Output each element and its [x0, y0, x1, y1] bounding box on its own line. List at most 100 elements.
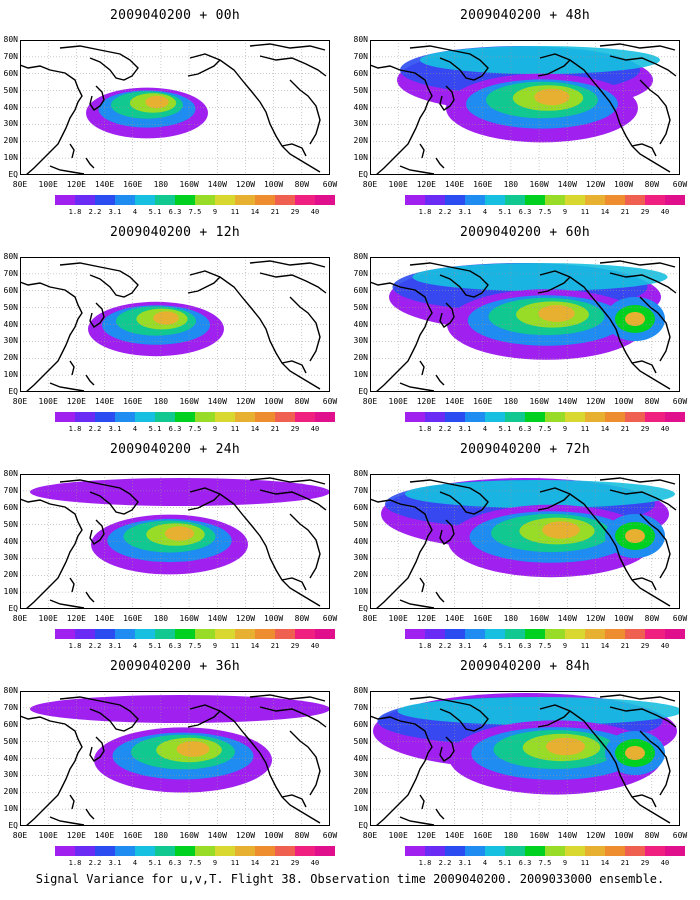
colorbar-swatch	[215, 412, 235, 422]
longitude-label: 140W	[207, 397, 227, 406]
panel-title: 2009040200 + 84h	[459, 659, 591, 674]
latitude-label: 70N	[353, 702, 368, 712]
coastline	[435, 591, 445, 603]
colorbar-swatch	[95, 846, 115, 856]
longitude-label: 80W	[294, 831, 310, 840]
colorbar-swatch	[485, 629, 505, 639]
figure-caption: Signal Variance for u,v,T. Flight 38. Ob…	[35, 872, 665, 886]
coastline	[49, 599, 85, 609]
map-canvas	[370, 40, 680, 175]
colorbar-label: 40	[660, 859, 670, 867]
coastline	[409, 696, 489, 732]
longitude-label: 100W	[263, 831, 284, 840]
colorbar-swatch	[605, 195, 625, 205]
coastline	[69, 794, 75, 810]
map-canvas	[20, 257, 330, 392]
colorbar-swatch	[505, 195, 525, 205]
longitude-label: 160E	[473, 831, 493, 840]
latitude-label: EQ	[358, 821, 368, 830]
coastline	[49, 165, 85, 175]
variance-map	[20, 40, 330, 175]
longitude-label: 160W	[179, 614, 199, 623]
map-canvas	[20, 474, 330, 609]
colorbar-swatch	[405, 846, 425, 856]
colorbar-label: 29	[640, 425, 650, 433]
colorbar-swatch	[195, 846, 215, 856]
coastline	[249, 694, 326, 702]
coastline	[20, 64, 83, 175]
colorbar-swatch	[95, 629, 115, 639]
colorbar-label: 14	[600, 859, 610, 867]
coastline	[281, 360, 307, 374]
coastline	[599, 694, 676, 702]
variance-contour	[420, 46, 660, 74]
variance-contour	[625, 529, 645, 543]
colorbar-swatch	[315, 629, 335, 639]
coastline	[631, 143, 657, 157]
colorbar-swatch	[235, 195, 255, 205]
colorbar-swatch	[115, 195, 135, 205]
colorbar-label: 21	[620, 208, 630, 216]
latitude-label: 30N	[353, 336, 368, 346]
colorbar-label: 2.2	[88, 425, 102, 433]
longitude-label: 180	[153, 180, 169, 189]
latitude-label: EQ	[8, 604, 18, 613]
colorbar-label: 40	[660, 208, 670, 216]
coastline	[259, 706, 327, 728]
colorbar-swatch	[195, 629, 215, 639]
colorbar-label: 40	[310, 425, 320, 433]
colorbar-label: 14	[600, 208, 610, 216]
colorbar-swatch	[445, 629, 465, 639]
colorbar	[55, 629, 335, 640]
coastline	[281, 794, 307, 808]
longitude-label: 100E	[38, 397, 58, 406]
colorbar-swatch	[275, 629, 295, 639]
colorbar-swatch	[195, 412, 215, 422]
coastline	[537, 59, 571, 77]
colorbar-label: 4	[482, 208, 488, 216]
latitude-label: 20N	[353, 787, 368, 797]
longitude-label: 100W	[613, 831, 634, 840]
colorbar-swatch	[445, 412, 465, 422]
colorbar-label: 1.8	[68, 859, 82, 867]
colorbar-swatch	[275, 846, 295, 856]
longitude-label: 100E	[388, 831, 408, 840]
colorbar-label: 6.3	[168, 859, 182, 867]
coastline	[609, 706, 677, 728]
colorbar	[405, 412, 685, 423]
variance-contour	[538, 305, 575, 322]
colorbar-label: 4	[132, 859, 138, 867]
colorbar	[55, 412, 335, 423]
colorbar-swatch	[215, 195, 235, 205]
colorbar-swatch	[405, 629, 425, 639]
coastline	[281, 577, 307, 591]
colorbar-label: 21	[270, 642, 280, 650]
colorbar-swatch	[485, 412, 505, 422]
colorbar-label: 29	[290, 642, 300, 650]
colorbar-label: 3.1	[108, 859, 122, 867]
coastline	[187, 493, 221, 511]
colorbar-label: 7.5	[188, 208, 202, 216]
coastline	[189, 270, 321, 390]
longitude-label: 120E	[416, 180, 436, 189]
latitude-label: 80N	[353, 469, 368, 478]
colorbar-label: 11	[230, 859, 240, 867]
longitude-label: 80E	[12, 831, 28, 840]
colorbar-swatch	[155, 846, 175, 856]
colorbar-swatch	[645, 846, 665, 856]
longitude-label: 160W	[529, 614, 549, 623]
latitude-label: 40N	[3, 102, 18, 112]
colorbar-swatch	[75, 412, 95, 422]
variance-contour	[153, 311, 179, 325]
colorbar-label: 29	[640, 859, 650, 867]
coastline	[539, 270, 671, 390]
coastline	[89, 519, 105, 545]
longitude-label: 140W	[207, 180, 227, 189]
map-canvas	[370, 691, 680, 826]
latitude-label: 10N	[3, 804, 18, 814]
colorbar-swatch	[545, 412, 565, 422]
colorbar-label: 5.1	[148, 208, 162, 216]
colorbar-swatch	[295, 195, 315, 205]
latitude-label: 40N	[353, 536, 368, 546]
colorbar-label: 4	[482, 859, 488, 867]
